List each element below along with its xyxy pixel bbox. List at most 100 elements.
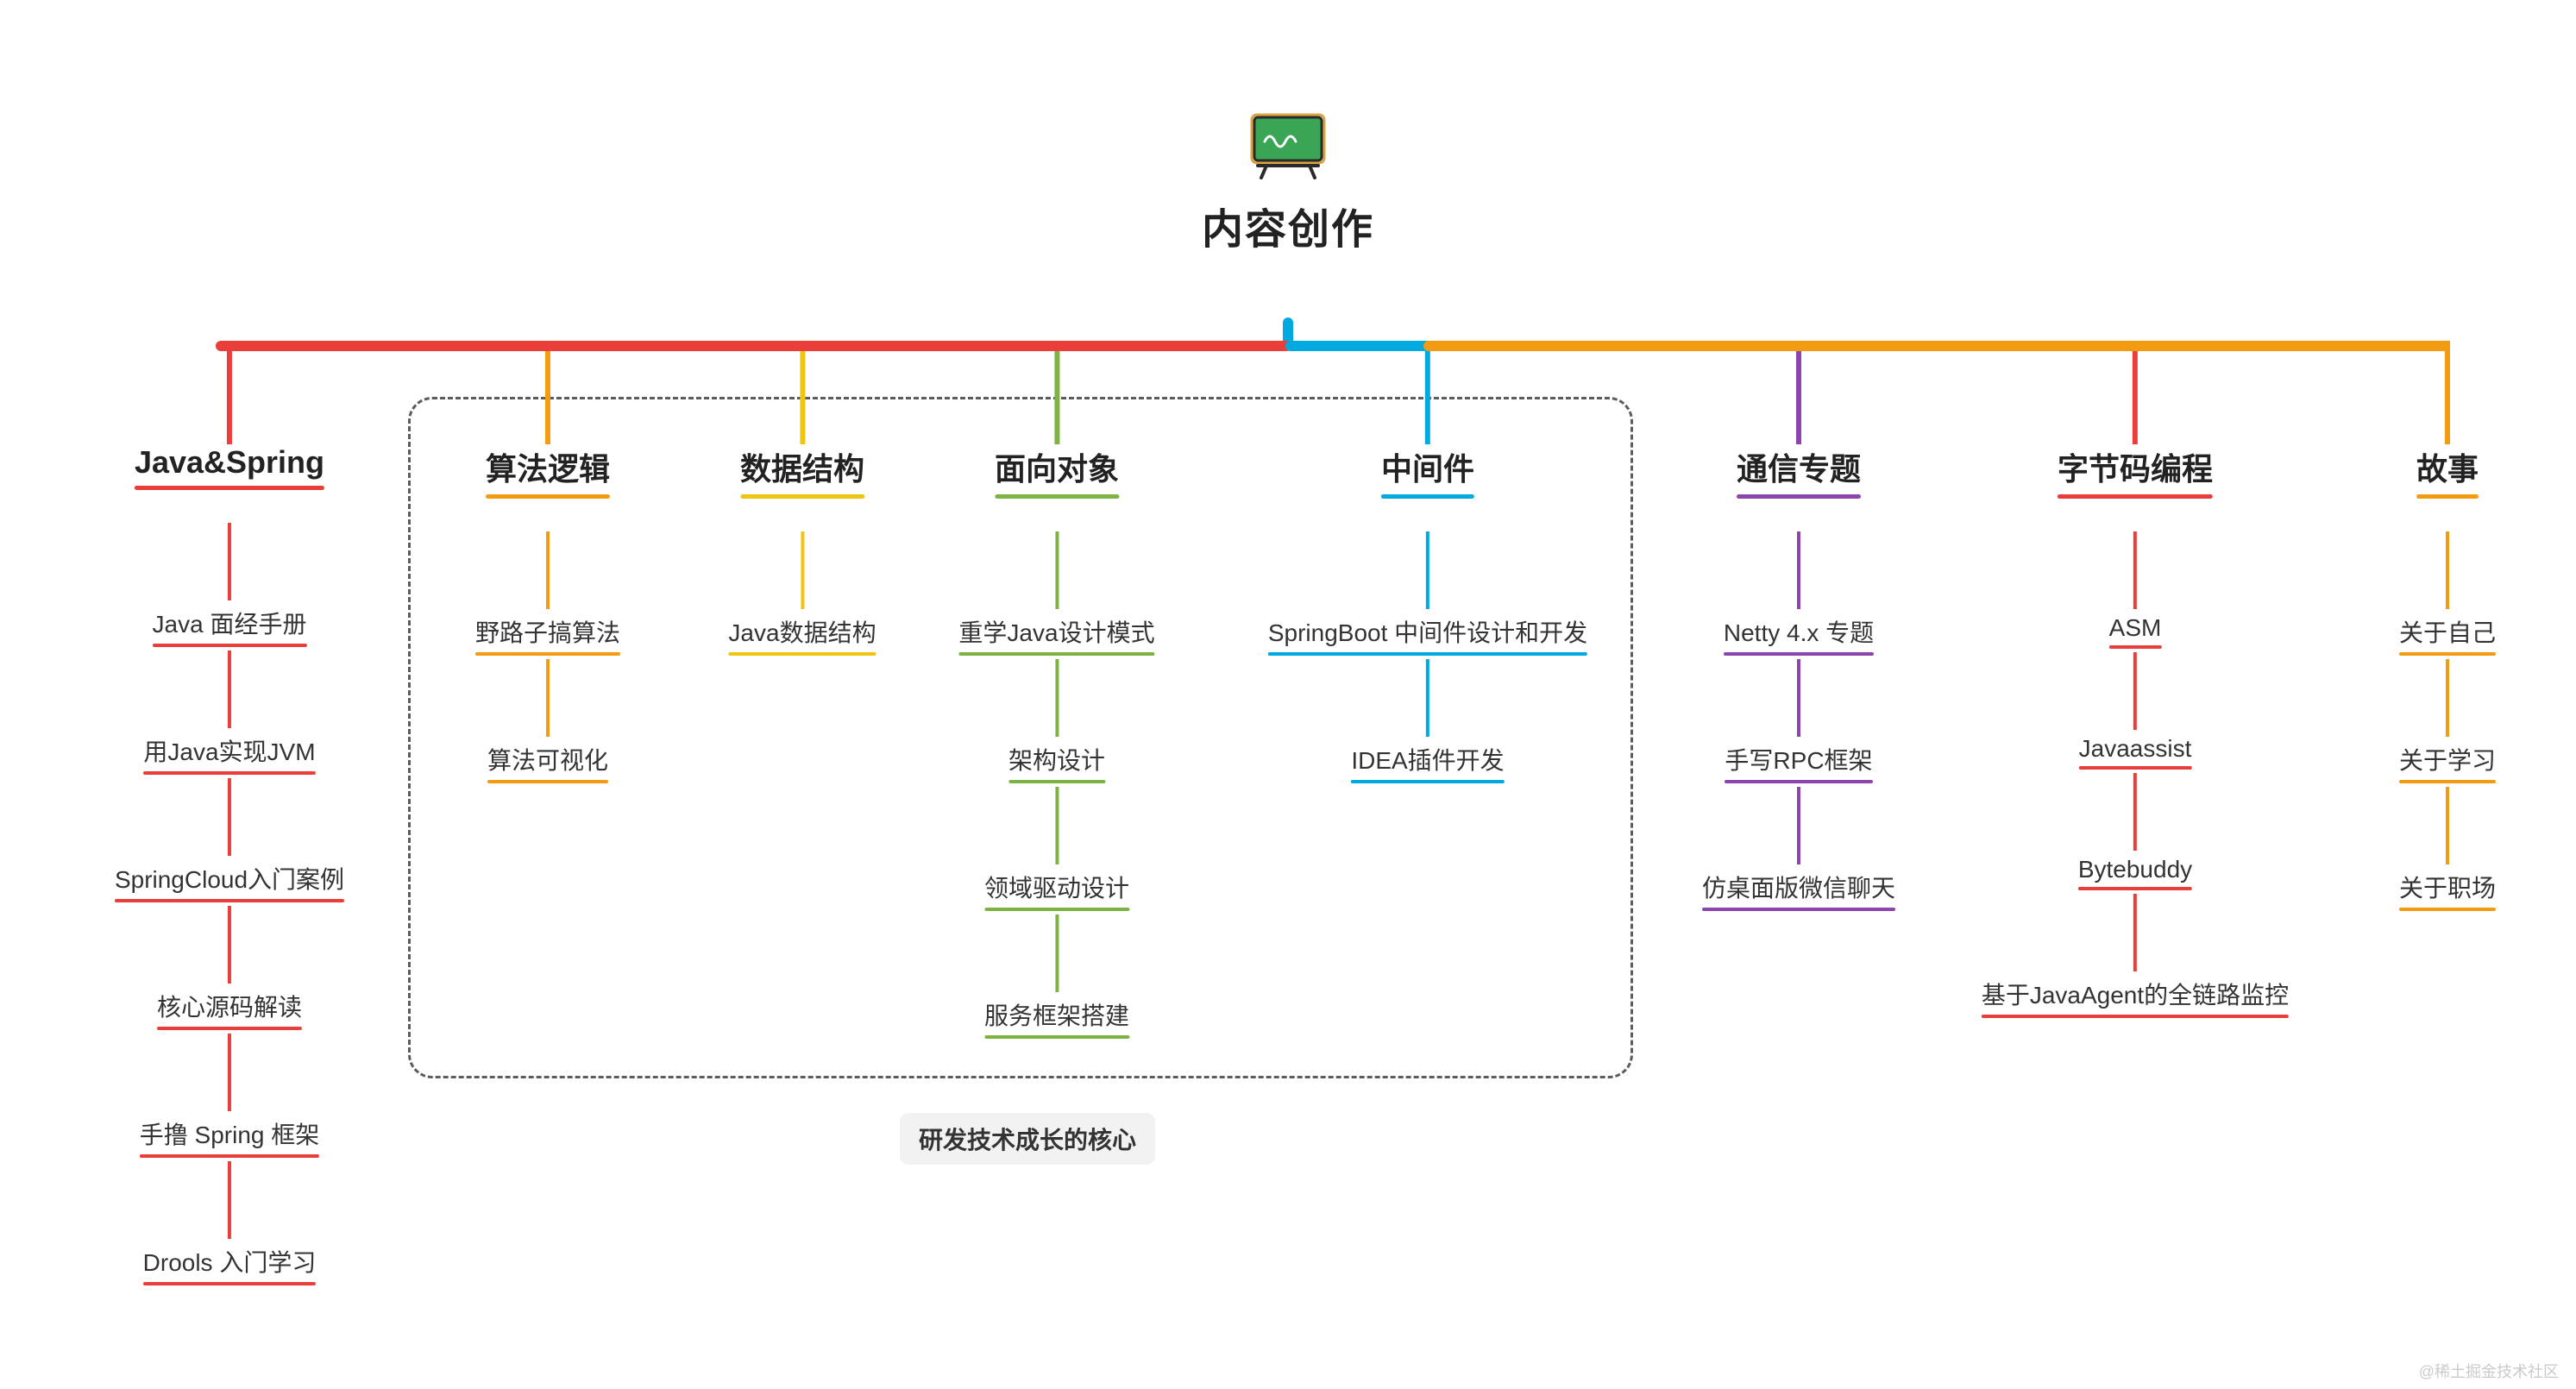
child-stem xyxy=(2133,773,2137,851)
child-stem xyxy=(2446,531,2449,609)
child-stem xyxy=(1797,659,1800,737)
branch-stem xyxy=(545,341,550,444)
child-underline xyxy=(984,1035,1129,1039)
child-label: 手写RPC框架 xyxy=(1721,737,1875,787)
branch-data-structure: 数据结构 Java数据结构 xyxy=(725,341,879,659)
child-stem xyxy=(1055,787,1059,864)
branch-underline xyxy=(135,486,324,490)
child-label: 仿桌面版微信聊天 xyxy=(1699,864,1899,914)
child-underline xyxy=(143,1282,317,1285)
child-underline xyxy=(487,780,608,783)
child-label: Javaassist xyxy=(2076,730,2196,773)
child-underline xyxy=(1725,780,1872,783)
child-stem xyxy=(2133,531,2137,609)
branch-title: 故事 xyxy=(2416,444,2479,506)
child-stem xyxy=(1797,787,1800,864)
child-stem xyxy=(228,1034,231,1111)
child-underline xyxy=(140,1154,320,1158)
branch-stem xyxy=(1796,341,1801,444)
child-stem xyxy=(1797,531,1800,609)
branch-middleware: 中间件 SpringBoot 中间件设计和开发IDEA插件开发 xyxy=(1265,341,1591,787)
child-underline xyxy=(2109,645,2162,649)
branch-underline xyxy=(740,494,864,499)
child-underline xyxy=(2399,908,2496,911)
child-label: Bytebuddy xyxy=(2075,851,2196,894)
child-underline xyxy=(115,899,344,902)
child-underline xyxy=(2079,766,2192,770)
child-stem xyxy=(1426,659,1429,737)
child-underline xyxy=(728,652,876,656)
child-label: Netty 4.x 专题 xyxy=(1720,609,1877,659)
child-underline xyxy=(2399,780,2496,783)
child-stem xyxy=(1055,531,1059,609)
root-title: 内容创作 xyxy=(1202,195,1374,255)
branch-stem xyxy=(2133,341,2138,444)
child-stem xyxy=(801,531,804,609)
child-underline xyxy=(984,908,1129,911)
child-label: 领域驱动设计 xyxy=(981,864,1133,914)
child-stem xyxy=(1055,659,1059,737)
branch-children: ASMJavaassistBytebuddy基于JavaAgent的全链路监控 xyxy=(1978,531,2292,1021)
branch-bytecode: 字节码编程ASMJavaassistBytebuddy基于JavaAgent的全… xyxy=(1978,341,2292,1021)
child-label: Java数据结构 xyxy=(725,609,879,659)
child-label: SpringCloud入门案例 xyxy=(111,856,348,906)
branch-stem xyxy=(800,341,805,444)
branch-underline xyxy=(1381,494,1474,499)
child-underline xyxy=(1982,1015,2289,1018)
child-label: 服务框架搭建 xyxy=(981,992,1133,1042)
branch-title: 算法逻辑 xyxy=(486,444,610,506)
child-stem xyxy=(2446,659,2449,737)
child-stem xyxy=(228,778,231,856)
branch-stem xyxy=(1425,341,1430,444)
child-label: 关于自己 xyxy=(2396,609,2499,659)
child-label: 重学Java设计模式 xyxy=(955,609,1158,659)
chalkboard-icon xyxy=(1202,112,1374,179)
child-stem xyxy=(2446,787,2449,864)
branch-story: 故事关于自己关于学习关于职场 xyxy=(2396,341,2499,914)
child-underline xyxy=(1702,908,1895,911)
child-stem xyxy=(228,651,231,728)
child-underline xyxy=(2078,887,2192,890)
branch-underline xyxy=(1737,494,1861,499)
branch-underline xyxy=(2416,494,2479,499)
branch-title: 数据结构 xyxy=(740,444,864,506)
branch-title: 中间件 xyxy=(1381,444,1474,506)
branch-children: Netty 4.x 专题手写RPC框架仿桌面版微信聊天 xyxy=(1699,531,1899,914)
rail-segment xyxy=(1423,341,2450,351)
child-underline xyxy=(157,1027,302,1030)
child-stem xyxy=(2133,894,2137,971)
branch-stem xyxy=(2445,341,2450,444)
child-stem xyxy=(228,1161,231,1239)
branch-underline xyxy=(486,494,610,499)
child-stem xyxy=(228,906,231,984)
child-label: 关于职场 xyxy=(2396,864,2499,914)
child-label: 用Java实现JVM xyxy=(140,728,318,778)
child-stem xyxy=(1055,914,1059,992)
child-label: Java 面经手册 xyxy=(149,600,311,651)
branch-underline xyxy=(2058,494,2213,499)
child-label: 算法可视化 xyxy=(484,737,612,787)
child-underline xyxy=(2399,652,2496,656)
branch-stem xyxy=(227,341,232,444)
child-stem xyxy=(228,523,231,600)
branch-comm: 通信专题Netty 4.x 专题手写RPC框架仿桌面版微信聊天 xyxy=(1699,341,1899,914)
child-underline xyxy=(1724,652,1874,656)
child-underline xyxy=(1268,652,1587,656)
rail-segment xyxy=(216,341,1291,351)
child-stem xyxy=(546,531,550,609)
child-stem xyxy=(546,659,550,737)
child-underline xyxy=(475,652,620,656)
child-stem xyxy=(2133,652,2137,730)
branch-children: SpringBoot 中间件设计和开发IDEA插件开发 xyxy=(1265,531,1591,787)
branch-underline xyxy=(995,494,1119,499)
child-label: 关于学习 xyxy=(2396,737,2499,787)
branch-children: Java数据结构 xyxy=(725,531,879,659)
branch-title: 面向对象 xyxy=(995,444,1119,506)
child-label: 核心源码解读 xyxy=(154,984,305,1034)
watermark: @稀土掘金技术社区 xyxy=(2419,1360,2559,1382)
child-label: IDEA插件开发 xyxy=(1348,737,1507,787)
child-underline xyxy=(1351,780,1504,783)
rail-segment xyxy=(1285,341,1432,351)
branch-children: Java 面经手册用Java实现JVM SpringCloud入门案例核心源码解读… xyxy=(111,523,348,1289)
child-label: Drools 入门学习 xyxy=(140,1239,320,1289)
